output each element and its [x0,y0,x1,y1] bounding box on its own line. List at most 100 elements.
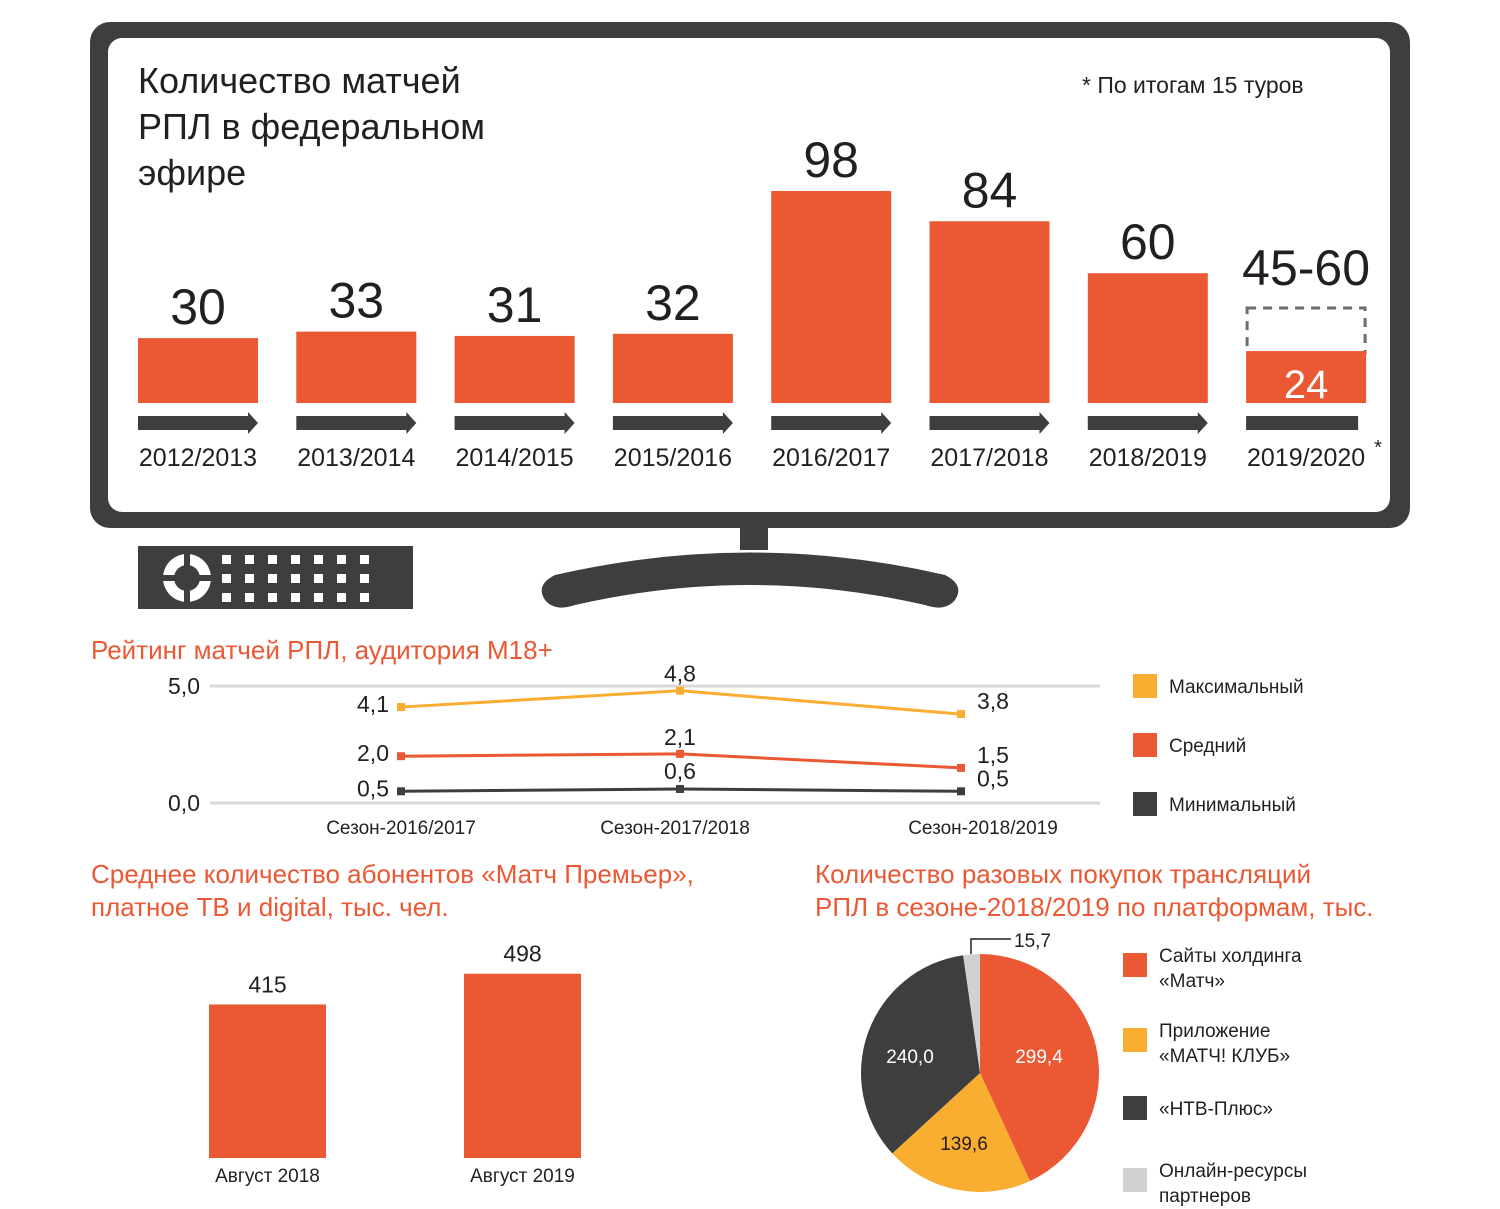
y-tick-label: 0,0 [168,790,200,816]
season-label: 2016/2017 [772,444,890,472]
data-label: 1,5 [977,742,1009,768]
leader-line [970,938,1011,954]
timeline-arrow [1087,412,1208,434]
data-label: 4,8 [664,661,696,687]
data-label: 2,1 [664,724,696,750]
bar-value-label: 84 [962,162,1018,218]
legend-label: партнеров [1159,1186,1251,1207]
data-point [397,703,405,712]
data-label: 3,8 [977,688,1009,714]
bar [771,191,892,403]
bar-value-label: 30 [170,279,226,335]
bar-current-label: 24 [1284,363,1329,407]
asterisk: * [1374,437,1382,459]
title-line: платное ТВ и digital, тыс. чел. [91,892,449,922]
season-label: 2015/2016 [614,444,732,472]
bar [1246,351,1367,403]
tv-stand [541,552,959,608]
timeline-arrow [771,412,892,434]
bar-value-label: 32 [645,275,701,331]
legend-swatch [1133,674,1157,698]
data-label: 0,5 [977,765,1009,791]
legend-label: Онлайн-ресурсы [1159,1161,1307,1182]
x-tick-label: Сезон-2016/2017 [326,818,476,839]
bar-value-label: 498 [503,941,541,967]
data-point [957,787,965,796]
slice-label: 15,7 [1014,931,1051,952]
legend-swatch [1123,1168,1147,1192]
rating-chart-title: Рейтинг матчей РПЛ, аудитория М18+ [91,635,553,665]
pie-slice [980,954,1099,1181]
tv-neck [740,526,768,550]
timeline-arrow [138,412,258,434]
tv-chart-title: Количество матчей РПЛ в федеральном эфир… [138,58,485,196]
legend-label: Сайты холдинга [1159,946,1302,967]
legend-label: Максимальный [1169,677,1304,698]
legend-swatch [1123,953,1147,977]
data-label: 4,1 [357,691,389,717]
purchases-chart-title: Количество разовых покупок трансляций РП… [815,858,1374,924]
bar [612,333,733,403]
season-label: 2013/2014 [297,444,415,472]
legend-swatch [1123,1096,1147,1120]
bar [209,1004,326,1158]
y-tick-label: 5,0 [168,673,200,699]
legend-label: Минимальный [1169,795,1296,816]
legend-swatch [1123,1028,1147,1052]
title-line: Количество матчей [138,60,461,101]
footnote: * По итогам 15 туров [1082,72,1304,98]
data-point [397,787,405,796]
pie-slice [963,954,980,1073]
bar [464,973,581,1158]
legend-label: «Матч» [1159,971,1225,992]
legend-label: «НТВ-Плюс» [1159,1099,1273,1120]
timeline-arrow [612,412,733,434]
subscribers-chart-title: Среднее количество абонентов «Матч Премь… [91,858,694,924]
title-line: Количество разовых покупок трансляций [815,859,1312,889]
legend-label: «МАТЧ! КЛУБ» [1159,1046,1290,1067]
bar [296,331,417,403]
title-line: эфире [138,152,247,193]
season-label: 2019/2020 [1247,444,1365,472]
slice-label: 299,4 [1015,1047,1063,1068]
data-point [957,710,965,719]
x-tick-label: Август 2019 [470,1166,575,1187]
bar [454,335,575,403]
bar-value-label: 45-60 [1242,240,1370,296]
timeline-arrow [296,412,417,434]
bar [1087,273,1208,403]
data-label: 0,5 [357,775,389,801]
legend-label: Приложение [1159,1021,1270,1042]
bar-value-label: 98 [803,132,859,188]
data-label: 0,6 [664,758,696,784]
remote-control-icon [138,546,413,609]
season-label: 2014/2015 [456,444,574,472]
bar [929,221,1050,403]
tv-screen [108,38,1390,512]
bar-value-label: 60 [1120,214,1176,270]
timeline-arrow [929,412,1050,434]
legend-swatch [1133,733,1157,757]
x-tick-label: Сезон-2017/2018 [600,818,750,839]
bar [138,338,258,403]
data-point [676,749,684,758]
title-line: РПЛ в сезоне-2018/2019 по платформам, ты… [815,892,1374,922]
bar-value-label: 33 [328,273,384,329]
data-point [676,686,684,695]
title-line: Среднее количество абонентов «Матч Премь… [91,859,694,889]
slice-label: 240,0 [886,1047,934,1068]
season-label: 2018/2019 [1089,444,1207,472]
season-label: 2017/2018 [930,444,1048,472]
timeline-bar [1246,416,1359,430]
x-tick-label: Сезон-2018/2019 [908,818,1058,839]
x-tick-label: Август 2018 [215,1166,320,1187]
title-line: РПЛ в федеральном [138,106,485,147]
bar-value-label: 31 [487,277,543,333]
legend-label: Средний [1169,736,1246,757]
timeline-arrow [454,412,575,434]
bar-value-label: 415 [248,971,286,997]
season-label: 2012/2013 [139,444,257,472]
data-point [957,763,965,772]
pie-slice [892,1073,1031,1192]
